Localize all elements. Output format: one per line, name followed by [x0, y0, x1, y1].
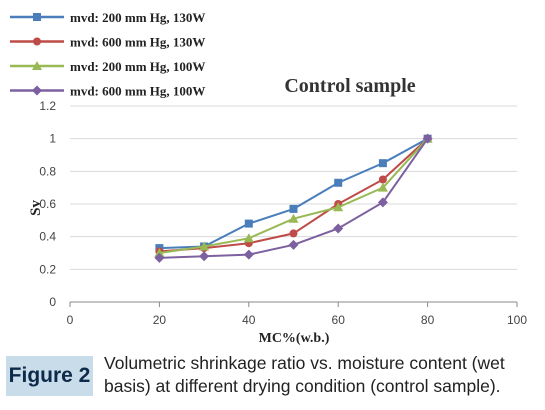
series-1-point [334, 178, 343, 187]
legend-marker [33, 13, 41, 21]
legend-label: mvd: 200 mm Hg, 130W [70, 10, 205, 25]
x-tick-label: 80 [421, 313, 435, 327]
y-tick-label: 0 [49, 295, 56, 309]
figure-label: Figure 2 [6, 356, 93, 396]
series-4-point [288, 239, 299, 250]
series-4-point [377, 197, 388, 208]
figure-caption-text: Volumetric shrinkage ratio vs. moisture … [104, 353, 505, 396]
series-1-point [289, 204, 298, 213]
x-tick-label: 0 [67, 313, 74, 327]
series-4 [154, 133, 433, 263]
legend-marker [33, 37, 41, 46]
series-4-point [199, 251, 210, 262]
volumetric-shrinkage-chart: 0 0.2 0.4 0.6 0.8 1 1.2 0 20 40 60 80 100 mvd: 200 … [10, 10, 528, 346]
legend: mvd: 200 mm Hg, 130W mvd: 600 mm Hg, 130W… [10, 10, 205, 99]
legend-label: mvd: 600 mm Hg, 130W [70, 35, 205, 50]
y-axis-label: Sv [28, 200, 44, 216]
y-tick-label: 0.4 [39, 230, 56, 244]
x-tick-label: 60 [332, 313, 346, 327]
legend-marker [32, 61, 42, 70]
x-tick-label: 40 [242, 313, 256, 327]
axes [69, 301, 518, 307]
y-tick-labels: 0 0.2 0.4 0.6 0.8 1 1.2 [39, 99, 56, 309]
legend-label: mvd: 600 mm Hg, 100W [70, 84, 205, 99]
series-1-point [378, 159, 387, 168]
series-3-point [288, 213, 299, 223]
y-tick-label: 0.8 [39, 164, 56, 178]
series-4-point [422, 133, 433, 144]
series-2 [155, 134, 432, 256]
series-4-point [243, 249, 254, 260]
figure-caption: Figure 2 Volumetric shrinkage ratio vs. … [6, 352, 536, 402]
legend-item-2: mvd: 600 mm Hg, 130W [10, 35, 205, 50]
x-tick-label: 100 [507, 313, 527, 327]
series-1-point [244, 219, 253, 228]
chart-title: Control sample [284, 75, 415, 97]
series-3-point [333, 202, 344, 212]
gridlines [70, 105, 517, 270]
y-tick-label: 0.2 [39, 262, 56, 276]
legend-marker [32, 85, 42, 96]
series-2-point [289, 229, 298, 238]
legend-label: mvd: 200 mm Hg, 100W [70, 59, 205, 74]
x-tick-labels: 0 20 40 60 80 100 [67, 313, 528, 327]
legend-item-3: mvd: 200 mm Hg, 100W [10, 59, 205, 74]
series-3-point [377, 182, 388, 192]
y-tick-label: 1 [49, 132, 56, 146]
y-tick-label: 1.2 [39, 99, 56, 113]
y-tick-label: 0.6 [39, 197, 56, 211]
x-axis-label: MC%(w.b.) [259, 331, 330, 346]
legend-item-1: mvd: 200 mm Hg, 130W [10, 10, 205, 25]
series-2-point [378, 175, 387, 184]
x-tick-label: 20 [153, 313, 167, 327]
series-3-point [243, 233, 254, 243]
legend-item-4: mvd: 600 mm Hg, 100W [10, 84, 205, 99]
series-3 [154, 133, 433, 257]
series-3-point [199, 241, 210, 251]
series-4-point [333, 223, 344, 234]
series-layer [154, 133, 433, 263]
series-4-point [154, 252, 165, 263]
series-3-point [154, 248, 165, 257]
